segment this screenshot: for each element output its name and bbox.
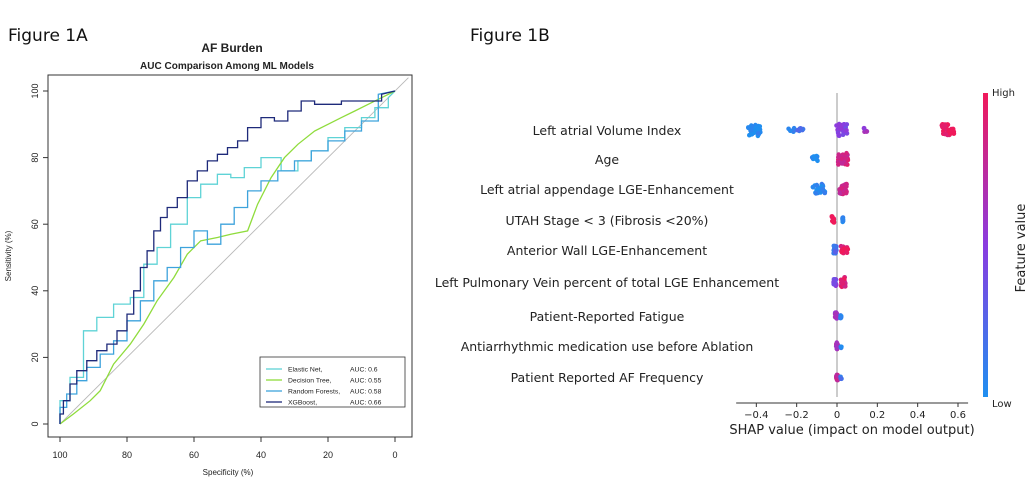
shap-point — [810, 184, 816, 190]
shap-point — [845, 246, 851, 252]
shap-point — [833, 249, 838, 255]
shap-point — [836, 162, 841, 167]
shap-point — [791, 125, 797, 131]
roc-legend-label: XGBoost, — [288, 400, 317, 407]
shap-point — [831, 219, 836, 225]
shap-point — [749, 132, 755, 137]
roc-series-line — [59, 90, 396, 424]
roc-xtick-label: 20 — [323, 450, 333, 460]
shap-point — [831, 243, 837, 249]
shap-point — [843, 182, 849, 188]
shap-point — [840, 279, 845, 284]
shap-point — [832, 281, 837, 287]
roc-subtitle: AUC Comparison Among ML Models — [140, 61, 314, 72]
shap-point — [864, 129, 869, 134]
shap-point — [833, 343, 839, 349]
shap-point — [755, 126, 761, 132]
shap-feature-label: Patient Reported AF Frequency — [511, 370, 704, 385]
roc-ytick-label: 80 — [30, 153, 40, 163]
shap-point — [798, 126, 803, 131]
shap-point — [838, 376, 844, 382]
shap-point — [843, 156, 849, 161]
shap-point — [746, 125, 751, 131]
shap-xtick-label: 0.4 — [910, 410, 926, 421]
shap-point — [841, 246, 847, 251]
roc-legend-label: Elastic Net, — [288, 367, 322, 374]
roc-legend-auc: AUC: 0.58 — [350, 389, 382, 396]
roc-ytick-label: 100 — [30, 83, 40, 98]
shap-feature-label: Age — [595, 152, 619, 167]
shap-xtick-label: −0.2 — [785, 410, 809, 421]
roc-ytick-label: 40 — [30, 286, 40, 296]
roc-legend-auc: AUC: 0.66 — [350, 400, 382, 407]
shap-feature-label: Antiarrhythmic medication use before Abl… — [461, 339, 754, 354]
roc-legend-label: Random Forests, — [288, 389, 340, 396]
shap-point — [839, 344, 844, 350]
shap-point — [836, 131, 841, 137]
shap-point — [813, 191, 819, 196]
shap-point — [839, 185, 845, 191]
roc-chart: AF Burden AUC Comparison Among ML Models… — [4, 41, 413, 477]
roc-legend-auc: AUC: 0.6 — [350, 367, 378, 374]
roc-xtick-label: 0 — [392, 450, 397, 460]
shap-xtick-label: 0.6 — [950, 410, 966, 421]
shap-point — [829, 214, 835, 219]
shap-point — [838, 315, 844, 320]
roc-legend-auc: AUC: 0.55 — [350, 378, 382, 385]
roc-legend: Elastic Net, AUC: 0.6 Decision Tree, AUC: 0… — [259, 356, 406, 408]
shap-point — [788, 128, 793, 134]
figure-a-label: Figure 1A — [8, 26, 88, 46]
shap-point — [939, 123, 945, 128]
roc-xtick-label: 40 — [256, 450, 266, 460]
shap-point — [833, 314, 839, 320]
shap-point — [840, 132, 846, 137]
figure-b-label: Figure 1B — [470, 26, 550, 46]
roc-plot-frame — [47, 74, 413, 438]
shap-feature-label: UTAH Stage < 3 (Fibrosis <20%) — [506, 213, 709, 228]
shap-xlabel: SHAP value (impact on model output) — [729, 423, 974, 438]
roc-diagonal — [59, 77, 409, 425]
roc-legend-label: Decision Tree, — [288, 378, 332, 385]
shap-point — [820, 186, 826, 192]
shap-xtick-label: −0.4 — [744, 410, 768, 421]
shap-colorbar — [983, 93, 988, 397]
shap-point — [837, 191, 843, 196]
roc-ylabel: Sensitivity (%) — [4, 230, 13, 281]
roc-xtick-label: 60 — [189, 450, 199, 460]
shap-colorbar-low-label: Low — [992, 399, 1012, 410]
shap-point — [841, 122, 847, 127]
shap-point — [836, 152, 841, 157]
shap-feature-label: Left atrial appendage LGE-Enhancement — [480, 182, 734, 197]
shap-point — [844, 150, 849, 156]
roc-xtick-label: 80 — [122, 450, 132, 460]
shap-point — [822, 190, 828, 196]
roc-ytick-label: 60 — [30, 219, 40, 229]
shap-xtick-label: 0 — [834, 410, 840, 421]
roc-series-line — [59, 90, 396, 424]
shap-point — [840, 216, 845, 221]
roc-xlabel: Specificity (%) — [203, 468, 254, 477]
shap-point — [834, 340, 840, 345]
roc-xtick-label: 100 — [52, 450, 67, 460]
shap-feature-label: Left atrial Volume Index — [533, 123, 682, 138]
roc-ytick-label: 20 — [30, 352, 40, 362]
shap-point — [814, 182, 820, 188]
roc-series-line — [59, 90, 396, 425]
shap-colorbar-title: Feature value — [1014, 204, 1029, 293]
shap-xtick-label: 0.2 — [869, 410, 885, 421]
shap-point — [813, 156, 818, 162]
shap-point — [861, 126, 867, 131]
shap-point — [844, 189, 849, 194]
shap-feature-label: Left Pulmonary Vein percent of total LGE… — [435, 275, 779, 290]
shap-colorbar-high-label: High — [992, 88, 1015, 99]
shap-feature-label: Patient-Reported Fatigue — [530, 309, 685, 324]
roc-title: AF Burden — [201, 41, 262, 55]
roc-ytick-label: 0 — [30, 421, 40, 426]
shap-point — [948, 131, 953, 137]
shap-point — [839, 161, 845, 166]
shap-point — [756, 131, 761, 136]
shap-feature-label: Anterior Wall LGE-Enhancement — [507, 243, 707, 258]
shap-point — [844, 128, 849, 133]
